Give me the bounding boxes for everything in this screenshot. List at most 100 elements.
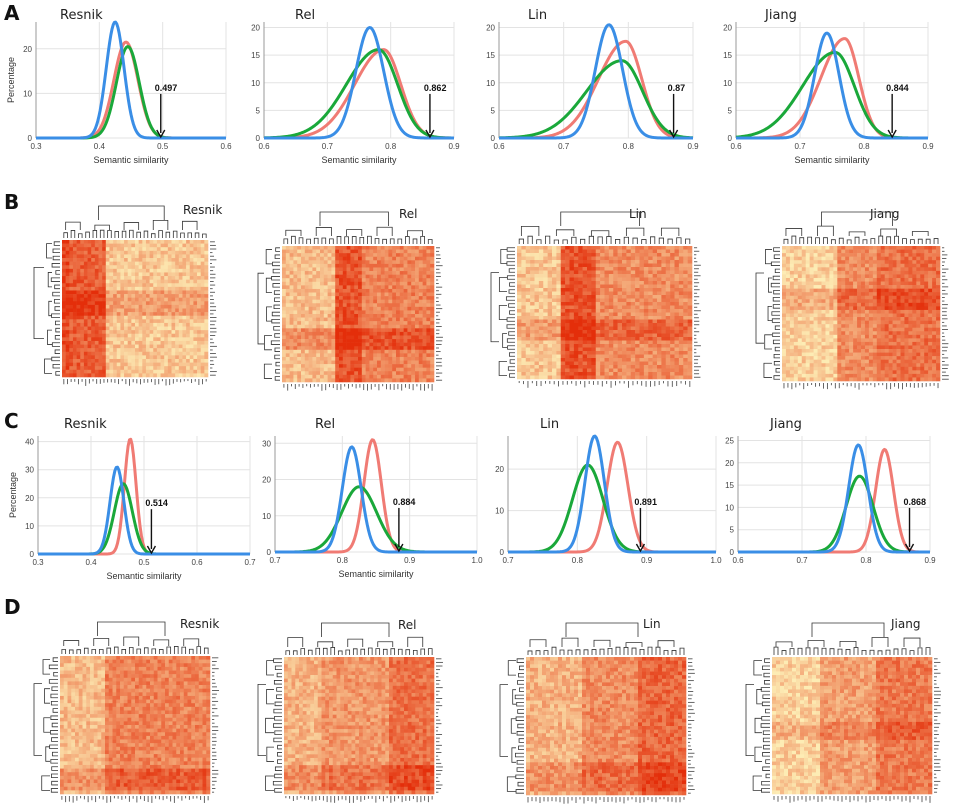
heatmap-cell xyxy=(109,261,114,266)
heatmap-cell xyxy=(178,330,183,335)
heatmap-cell xyxy=(613,333,618,338)
heatmap-cell xyxy=(388,349,393,354)
heatmap-cell xyxy=(182,304,187,309)
heatmap-cell xyxy=(354,281,359,286)
heatmap-cell xyxy=(127,333,132,338)
heatmap-cell xyxy=(674,375,680,380)
heatmap-cell xyxy=(365,278,370,283)
heatmap-cell xyxy=(407,303,412,308)
heatmap-cell xyxy=(657,260,662,264)
heatmap-cell xyxy=(361,296,366,300)
heatmap-cell xyxy=(189,358,194,363)
heatmap-cell xyxy=(113,362,118,367)
heatmap-cell xyxy=(639,354,645,359)
heatmap-cell xyxy=(327,339,332,343)
heatmap-cell xyxy=(131,268,136,273)
heatmap-cell xyxy=(354,292,359,297)
heatmap-cell xyxy=(608,340,614,345)
heatmap-cell xyxy=(167,254,172,259)
heatmap-cell xyxy=(573,340,579,345)
heatmap-cell xyxy=(573,333,579,338)
heatmap-cell xyxy=(407,253,412,258)
heatmap-cell xyxy=(109,355,114,360)
heatmap-cell xyxy=(674,337,680,341)
heatmap-cell xyxy=(604,298,610,303)
heatmap-cell xyxy=(635,288,640,292)
heatmap-cell xyxy=(361,278,366,283)
heatmap-cell xyxy=(674,312,680,317)
heatmap-cell xyxy=(116,348,121,353)
heatmap-cell xyxy=(69,240,74,244)
heatmap-cell xyxy=(304,296,309,300)
heatmap-cell xyxy=(339,353,344,358)
heatmap-cell xyxy=(361,331,366,336)
heatmap-cell xyxy=(135,315,139,320)
heatmap-cell xyxy=(142,247,147,252)
heatmap-cell xyxy=(525,274,531,278)
heatmap-cell xyxy=(308,346,313,351)
x-tick-label: 0.4 xyxy=(85,558,97,567)
heatmap-cell xyxy=(339,328,344,333)
heatmap-cell xyxy=(204,319,209,324)
heatmap-cell xyxy=(683,323,688,327)
heatmap-cell xyxy=(197,304,201,309)
heatmap-cell xyxy=(304,260,309,265)
heatmap-cell xyxy=(552,361,557,366)
heatmap-cell xyxy=(105,358,110,363)
heatmap-cell xyxy=(587,260,592,264)
heatmap-cell xyxy=(189,283,194,288)
heatmap-cell xyxy=(582,326,588,331)
heatmap-cell xyxy=(525,270,531,275)
heatmap-cell xyxy=(648,309,653,313)
heatmap-cell xyxy=(622,330,627,334)
heatmap-cell xyxy=(643,365,649,369)
heatmap-cell xyxy=(643,249,649,254)
heatmap-cell xyxy=(350,342,355,347)
heatmap-cell xyxy=(149,362,154,367)
heatmap-cell xyxy=(411,374,416,379)
panel-letter-d: D xyxy=(4,595,21,619)
heatmap-cell xyxy=(350,299,355,304)
heatmap-cell xyxy=(543,277,548,282)
heatmap-cell xyxy=(145,355,150,360)
heatmap-cell xyxy=(171,308,176,313)
heatmap-cell xyxy=(289,296,294,300)
heatmap-cell xyxy=(193,330,198,335)
heatmap-cell xyxy=(297,353,302,358)
heatmap-cell xyxy=(392,285,397,290)
heatmap-cell xyxy=(62,286,66,291)
heatmap-cell xyxy=(415,263,420,268)
heatmap-cell xyxy=(135,330,139,335)
heatmap-cell xyxy=(285,299,290,304)
heatmap-cell xyxy=(304,314,309,318)
heatmap-cell xyxy=(648,277,653,282)
heatmap-cell xyxy=(153,279,158,284)
heatmap-cell xyxy=(102,348,107,353)
heatmap-cell xyxy=(380,271,385,275)
heatmap-cell xyxy=(113,312,118,317)
heatmap-cell xyxy=(135,308,139,313)
y-axis-label: Percentage xyxy=(8,472,18,518)
heatmap-cell xyxy=(418,324,423,329)
heatmap-cell xyxy=(142,355,147,360)
heatmap-cell xyxy=(604,344,610,348)
heatmap-cell xyxy=(604,323,610,327)
heatmap-cell xyxy=(197,373,201,378)
heatmap-cell xyxy=(665,316,671,320)
heatmap-cell xyxy=(358,246,363,250)
heatmap-cell xyxy=(116,268,121,273)
heatmap-cell xyxy=(380,328,385,333)
heatmap-cell xyxy=(113,344,118,349)
y-tick-label: 20 xyxy=(251,24,260,33)
heatmap-cell xyxy=(124,243,128,248)
heatmap-cell xyxy=(652,246,658,250)
heatmap-cell xyxy=(665,253,671,257)
heatmap-cell xyxy=(135,247,139,252)
heatmap-cell xyxy=(534,312,540,317)
heatmap-cell xyxy=(200,337,205,342)
heatmap-cell xyxy=(156,319,161,324)
heatmap-cell xyxy=(565,365,570,369)
heatmap-cell xyxy=(87,348,92,353)
heatmap-cell xyxy=(124,290,128,295)
heatmap-cell xyxy=(350,271,355,275)
